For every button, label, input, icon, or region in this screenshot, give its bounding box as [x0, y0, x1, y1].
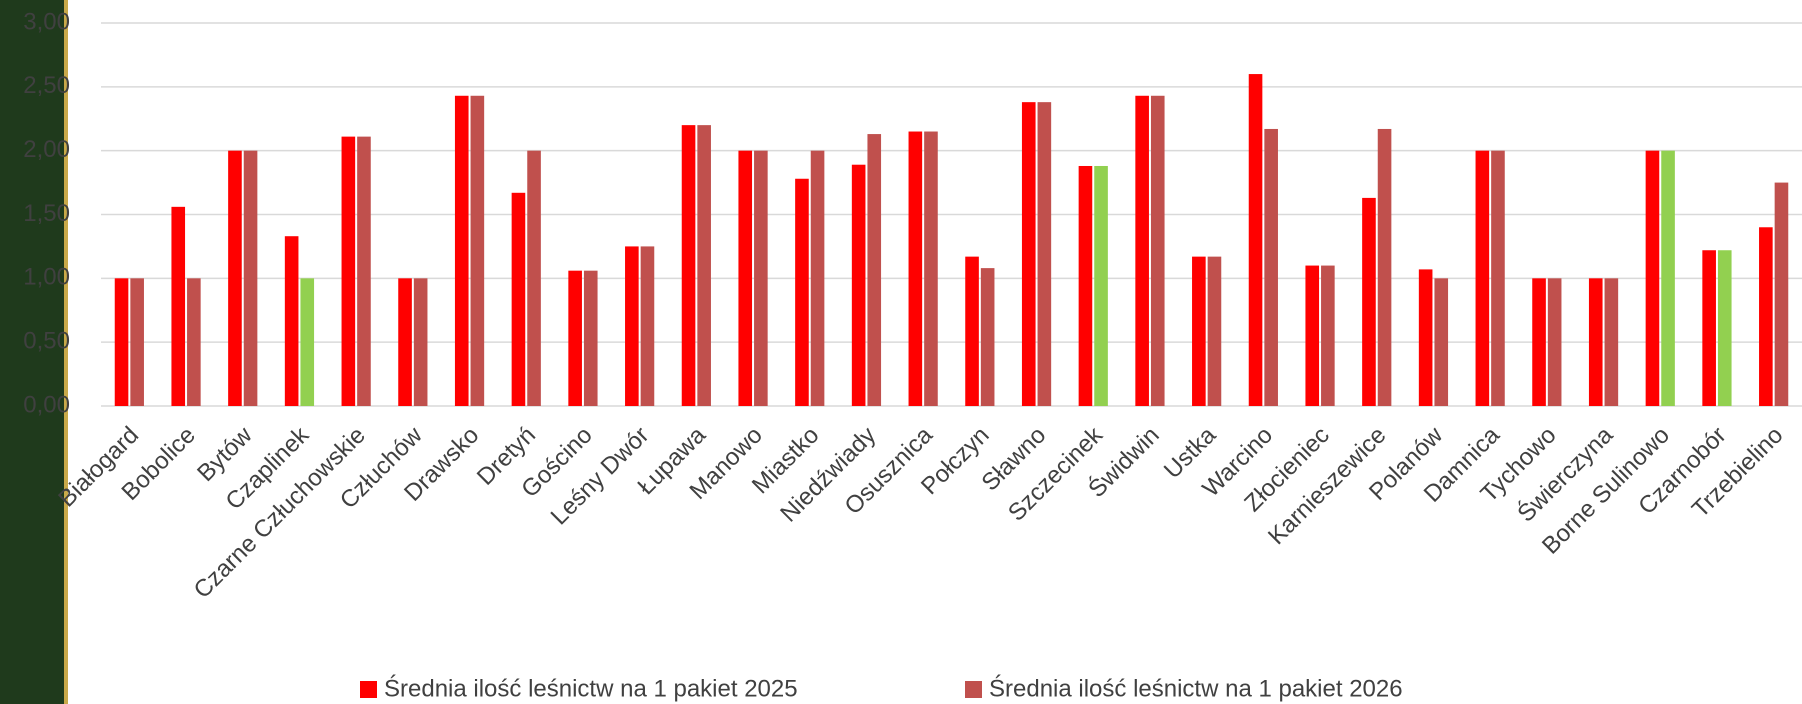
bar: [1418, 269, 1433, 406]
bar: [1192, 256, 1206, 406]
bar: [1475, 150, 1490, 406]
bar: [130, 278, 144, 406]
y-tick-label: 2,00: [23, 136, 70, 163]
y-tick-label: 0,50: [23, 328, 70, 355]
bar: [1150, 95, 1165, 407]
bar: [1264, 128, 1278, 407]
bar: [413, 278, 428, 406]
bar: [228, 150, 242, 406]
bar: [454, 95, 469, 407]
bar: [1491, 150, 1505, 406]
y-tick-label: 3,00: [23, 8, 70, 35]
legend-label: Średnia ilość leśnictw na 1 pakiet 2025: [384, 674, 798, 702]
y-tick-label: 2,50: [23, 72, 70, 99]
bar: [171, 206, 186, 406]
bar: [1362, 197, 1376, 406]
bar: [625, 246, 639, 406]
bar: [114, 278, 129, 406]
bar: [924, 131, 938, 406]
bar: [1207, 256, 1222, 406]
bar: [908, 131, 923, 406]
legend-label: Średnia ilość leśnictw na 1 pakiet 2026: [989, 674, 1403, 702]
background-strip: [0, 0, 64, 704]
bar: [795, 178, 809, 406]
bar: [1604, 278, 1619, 406]
bar: [1078, 165, 1093, 406]
bar: [1547, 278, 1562, 406]
y-tick-label: 1,00: [23, 264, 70, 291]
y-tick-label: 1,50: [23, 200, 70, 227]
bar: [1321, 265, 1335, 406]
bar: [1135, 95, 1149, 407]
bar: [1588, 278, 1603, 406]
bar: [187, 278, 201, 406]
bar: [980, 268, 995, 406]
bar: [640, 246, 655, 406]
bar: [583, 270, 598, 406]
bar: [527, 150, 541, 406]
bar: [738, 150, 753, 406]
bar: [1094, 165, 1108, 406]
bar: [1759, 227, 1773, 406]
bar: [1717, 250, 1732, 406]
legend-swatch: [360, 681, 377, 698]
bar: [1774, 182, 1789, 406]
bar: [398, 278, 412, 406]
bar: [1702, 250, 1716, 406]
bar: [511, 192, 526, 406]
bar: [1377, 128, 1392, 407]
bar: [1248, 74, 1263, 407]
bar: [681, 125, 696, 406]
bar: [300, 278, 315, 406]
bar: [1645, 150, 1660, 406]
bar: [357, 136, 371, 406]
legend-swatch: [965, 681, 982, 698]
bar: [1021, 102, 1036, 407]
bar: [568, 270, 582, 406]
bar: [810, 150, 825, 406]
bar: [284, 236, 299, 406]
bar: [1434, 278, 1449, 406]
y-tick-label: 0,00: [23, 391, 70, 418]
bar: [1661, 150, 1675, 406]
bar: [341, 136, 356, 406]
bar: [1037, 102, 1052, 407]
bar: [243, 150, 258, 406]
bar: [867, 134, 882, 406]
bar: [697, 125, 711, 406]
bar: [754, 150, 768, 406]
bar: [965, 256, 979, 406]
bar: [1532, 278, 1546, 406]
bar: [1305, 265, 1320, 406]
bar: [851, 164, 866, 406]
bar: [470, 95, 485, 407]
